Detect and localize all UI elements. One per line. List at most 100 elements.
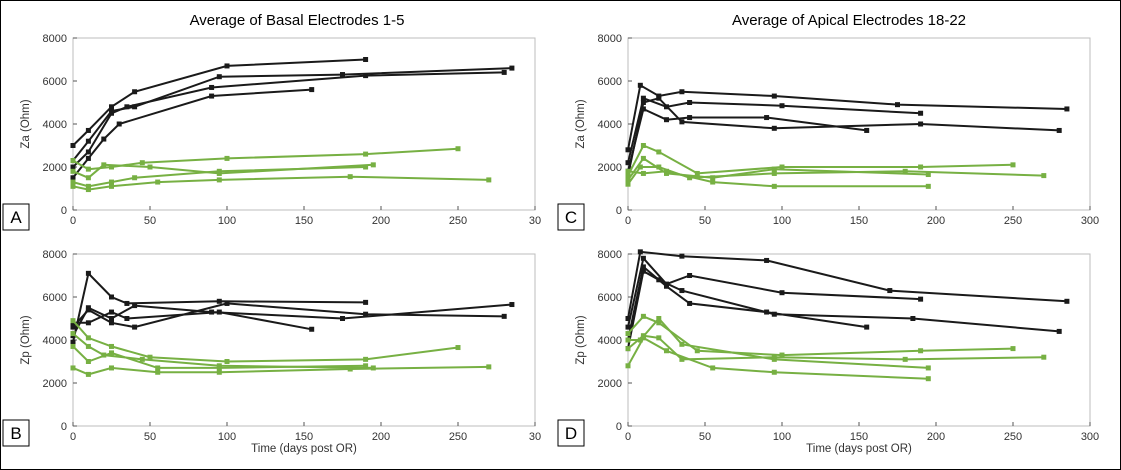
data-point [70, 318, 76, 324]
data-point [109, 316, 114, 321]
data-point [70, 168, 76, 174]
data-point [85, 359, 91, 364]
series-c-4 [625, 143, 1016, 179]
data-point [132, 89, 138, 95]
data-point [694, 348, 700, 354]
panel-label-box-c [557, 203, 585, 231]
x-tick-label: 300 [1081, 215, 1099, 227]
data-point [710, 179, 716, 185]
data-point [887, 288, 893, 294]
data-point [132, 324, 138, 330]
data-point [918, 121, 924, 127]
panel-label-box-a [2, 203, 30, 231]
data-point [771, 170, 777, 176]
data-point [216, 309, 222, 315]
data-point [1010, 162, 1016, 168]
y-tick-label: 4000 [598, 119, 622, 131]
data-point [771, 166, 777, 172]
x-axis-label: Time (days post OR) [251, 443, 357, 455]
data-point [625, 324, 631, 330]
x-tick-label: 250 [1004, 431, 1022, 443]
series-c-7 [625, 164, 1047, 187]
axes-box-c [627, 37, 1091, 211]
data-point [656, 164, 662, 170]
data-point [925, 183, 931, 189]
data-point [363, 57, 369, 62]
data-point [70, 143, 76, 148]
data-point [918, 296, 924, 302]
panel-b: 0 2000 4000 6000 8000 0 50 100 150 200 250 30 Zp (Oh… [2, 249, 541, 455]
series-d-7 [625, 333, 1047, 362]
data-point [70, 324, 76, 330]
series-line [72, 271, 366, 343]
data-point [694, 170, 700, 176]
data-point [925, 376, 931, 382]
data-point [918, 110, 924, 116]
data-point [501, 313, 507, 319]
data-point [147, 164, 153, 170]
panel-label-d: D [565, 424, 577, 443]
data-point [625, 168, 631, 174]
data-point [687, 100, 693, 105]
data-point [640, 143, 646, 148]
y-tick-label: 2000 [598, 378, 622, 390]
series-b-4 [70, 318, 461, 364]
data-point [70, 158, 76, 164]
data-point [85, 155, 91, 161]
x-tick-label: 150 [295, 215, 313, 227]
data-point [687, 115, 693, 121]
data-point [902, 356, 908, 362]
data-point [363, 73, 369, 79]
x-tick-label: 150 [850, 215, 868, 227]
data-point [70, 164, 76, 170]
y-tick-label: 8000 [43, 33, 67, 45]
data-point [216, 369, 222, 375]
data-point [340, 316, 345, 321]
data-point [1064, 106, 1070, 112]
x-tick-label: 250 [449, 431, 467, 443]
data-point [109, 164, 114, 170]
x-tick-label: 0 [70, 431, 76, 443]
panel-label-b: B [10, 424, 21, 443]
data-point [779, 103, 785, 109]
data-point [625, 160, 631, 166]
data-point [109, 343, 114, 349]
data-point [224, 300, 230, 306]
data-point [224, 63, 230, 69]
data-point [625, 337, 631, 343]
series-line [627, 250, 1067, 319]
data-point [656, 149, 662, 155]
data-point [771, 183, 777, 189]
panel-a: 0 2000 4000 6000 8000 0 50 100 150 200 250 30 Za (Oh… [2, 33, 541, 231]
series-b-2 [70, 300, 507, 330]
data-point [764, 257, 770, 263]
data-point [710, 175, 716, 181]
y-tick-label: 8000 [598, 249, 622, 261]
x-tick-label: 200 [372, 215, 390, 227]
x-tick-label: 250 [1004, 215, 1022, 227]
data-point [679, 253, 685, 259]
y-tick-label: 2000 [43, 162, 67, 174]
data-point [85, 149, 91, 155]
data-point [109, 365, 114, 371]
data-point [486, 177, 492, 183]
series-a-0 [70, 57, 369, 148]
panel-d: 0 2000 4000 6000 8000 0 50 100 150 200 250 300 Zp (O… [557, 249, 1099, 455]
data-point [664, 168, 669, 174]
data-point [925, 172, 931, 178]
data-point [363, 299, 369, 305]
data-point [70, 183, 76, 189]
data-point [640, 95, 646, 101]
data-point [139, 356, 145, 362]
x-tick-label: 250 [449, 215, 467, 227]
data-point [363, 151, 369, 157]
data-point [132, 303, 138, 309]
data-point [640, 106, 646, 112]
data-point [85, 183, 91, 189]
data-point [85, 320, 91, 326]
data-point [1064, 298, 1070, 304]
y-tick-label: 2000 [598, 162, 622, 174]
data-point [895, 102, 900, 108]
data-point [85, 175, 91, 181]
y-tick-label: 0 [616, 421, 622, 433]
